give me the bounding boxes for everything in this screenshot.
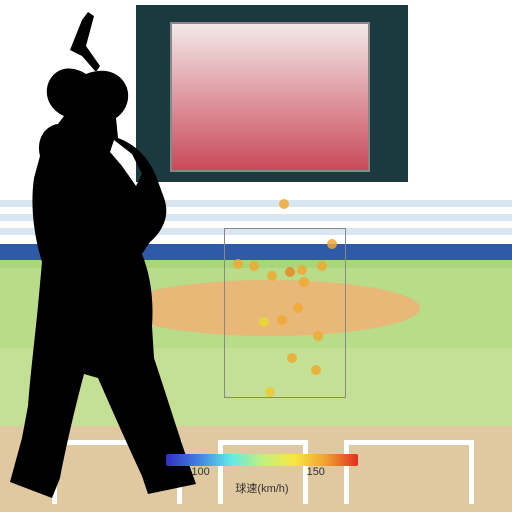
colorbar-tick: 100 xyxy=(191,466,209,478)
pitch-marker xyxy=(233,259,243,269)
pitch-marker xyxy=(311,365,321,375)
pitch-marker xyxy=(259,317,269,327)
colorbar-gradient xyxy=(166,454,358,466)
colorbar-label: 球速(km/h) xyxy=(166,480,358,496)
pitch-marker xyxy=(287,353,297,363)
pitch-marker xyxy=(249,261,259,271)
batter-silhouette xyxy=(0,6,220,504)
pitch-marker xyxy=(297,265,307,275)
colorbar-ticks: 100 150 xyxy=(166,466,358,480)
plate-box xyxy=(344,440,474,504)
strike-zone xyxy=(224,228,346,398)
pitch-marker xyxy=(293,303,303,313)
pitch-marker xyxy=(299,277,309,287)
pitch-marker xyxy=(285,267,295,277)
pitch-chart-stage: 100 150 球速(km/h) xyxy=(0,0,512,512)
pitch-marker xyxy=(279,199,289,209)
pitch-marker xyxy=(313,331,323,341)
pitch-marker xyxy=(317,261,327,271)
pitch-marker xyxy=(327,239,337,249)
pitch-marker xyxy=(265,387,275,397)
pitch-marker xyxy=(277,315,287,325)
colorbar: 100 150 球速(km/h) xyxy=(166,454,358,496)
colorbar-tick: 150 xyxy=(307,466,325,478)
pitch-marker xyxy=(267,271,277,281)
